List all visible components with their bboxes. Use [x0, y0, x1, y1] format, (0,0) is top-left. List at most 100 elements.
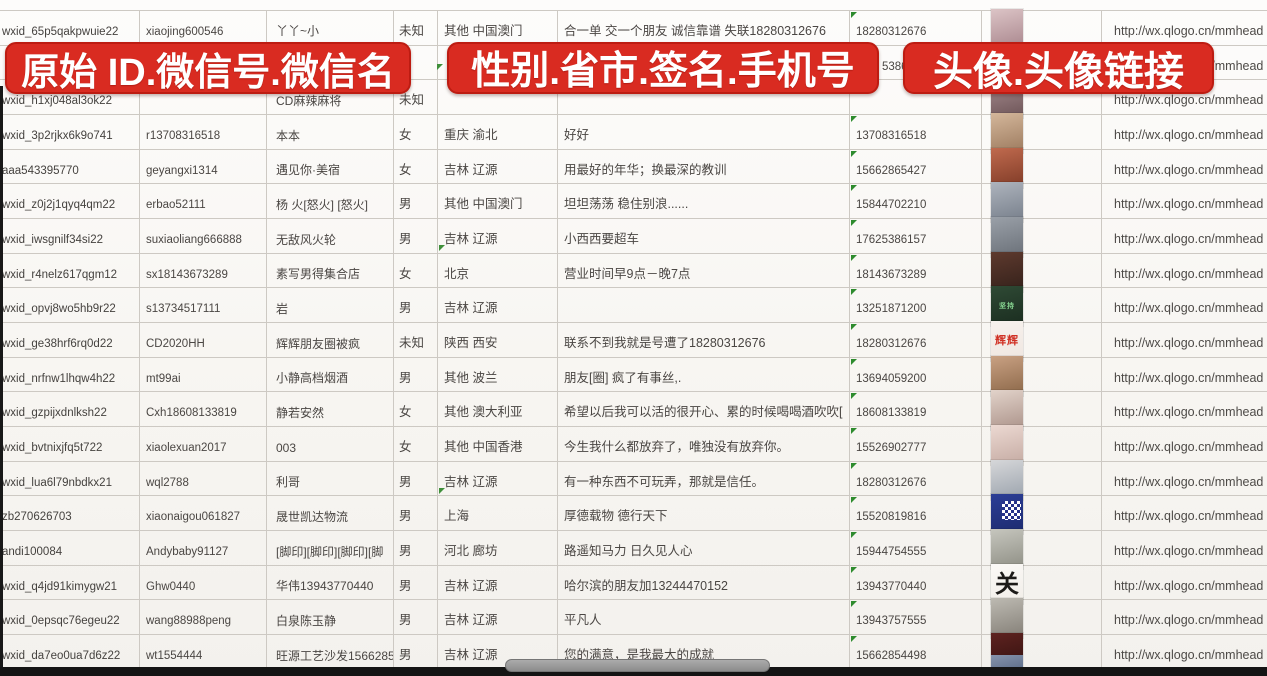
cell-avatar[interactable] [982, 147, 1102, 188]
cell-signature[interactable]: 用最好的年华；换最深的教训 [558, 149, 850, 184]
cell-region[interactable]: 吉林 辽源 [438, 600, 558, 635]
cell-wechat-name[interactable]: 无敌风火轮 [267, 219, 394, 253]
cell-phone[interactable]: 15844702210 [850, 184, 982, 219]
cell-wechat-account[interactable]: xiaolexuan2017 [140, 427, 267, 461]
cell-signature[interactable]: 希望以后我可以活的很开心、累的时候喝喝酒吹吹[ [558, 392, 850, 427]
cell-region[interactable]: 吉林 辽源 [438, 219, 558, 253]
cell-avatar-url[interactable]: http://wx.qlogo.cn/mmhead [1102, 115, 1267, 149]
cell-original-id[interactable]: aaa543395770 [0, 149, 140, 184]
cell-avatar-url[interactable]: http://wx.qlogo.cn/mmhead [1102, 11, 1267, 45]
cell-wechat-name[interactable]: 华伟13943770440 [267, 565, 394, 600]
cell-region[interactable]: 重庆 渝北 [438, 115, 558, 149]
cell-wechat-name[interactable]: 003 [267, 427, 394, 461]
cell-wechat-name[interactable]: 素写男得集合店 [267, 253, 394, 288]
cell-original-id[interactable]: wxid_0epsqc76egeu22 [0, 600, 140, 635]
cell-avatar[interactable]: 坚持 [982, 286, 1102, 327]
cell-wechat-account[interactable]: Cxh18608133819 [140, 392, 267, 427]
cell-region[interactable]: 陕西 西安 [438, 323, 558, 357]
cell-wechat-account[interactable]: wt1554444 [140, 635, 267, 669]
cell-avatar-url[interactable]: http://wx.qlogo.cn/mmhead [1102, 184, 1267, 218]
cell-avatar[interactable] [982, 113, 1102, 154]
cell-avatar[interactable] [982, 251, 1102, 292]
cell-gender[interactable]: 男 [394, 219, 438, 253]
cell-avatar[interactable] [982, 529, 1102, 570]
cell-original-id[interactable]: zb270626703 [0, 496, 140, 531]
cell-wechat-account[interactable]: suxiaoliang666888 [140, 219, 267, 253]
cell-wechat-account[interactable]: geyangxi1314 [140, 149, 267, 184]
cell-avatar-url[interactable]: http://wx.qlogo.cn/mmhead [1102, 462, 1267, 496]
cell-original-id[interactable]: wxid_nrfnw1lhqw4h22 [0, 357, 140, 392]
cell-region[interactable]: 其他 澳大利亚 [438, 392, 558, 427]
cell-wechat-name[interactable]: 小静高档烟酒 [267, 357, 394, 392]
cell-signature[interactable]: 合一单 交一个朋友 诚信靠谱 失联18280312676 [558, 11, 850, 45]
cell-signature[interactable]: 平凡人 [558, 600, 850, 635]
cell-region[interactable]: 其他 中国香港 [438, 427, 558, 461]
cell-original-id[interactable]: wxid_iwsgnilf34si22 [0, 219, 140, 253]
cell-phone[interactable]: 13943770440 [850, 565, 982, 600]
cell-gender[interactable]: 女 [394, 115, 438, 149]
cell-gender[interactable]: 女 [394, 392, 438, 427]
cell-signature[interactable]: 路遥知马力 日久见人心 [558, 531, 850, 565]
cell-gender[interactable]: 未知 [394, 323, 438, 357]
cell-wechat-account[interactable]: s13734517111 [140, 288, 267, 323]
cell-wechat-account[interactable]: mt99ai [140, 357, 267, 392]
cell-original-id[interactable]: wxid_r4nelz617qgm12 [0, 253, 140, 288]
cell-signature[interactable]: 朋友[圈] 疯了有事丝,. [558, 357, 850, 392]
cell-original-id[interactable]: wxid_da7eo0ua7d6z22 [0, 635, 140, 669]
cell-region[interactable]: 吉林 辽源 [438, 565, 558, 600]
cell-phone[interactable]: 15520819816 [850, 496, 982, 531]
cell-wechat-name[interactable]: 丫丫~小 [267, 11, 394, 45]
cell-original-id[interactable]: wxid_lua6l79nbdkx21 [0, 461, 140, 496]
cell-wechat-account[interactable]: xiaonaigou061827 [140, 496, 267, 531]
cell-wechat-name[interactable]: 晟世凯达物流 [267, 496, 394, 531]
cell-gender[interactable]: 女 [394, 149, 438, 184]
cell-avatar-url[interactable]: http://wx.qlogo.cn/mmhead [1102, 219, 1267, 253]
cell-wechat-name[interactable]: 辉辉朋友圈被疯 [267, 323, 394, 357]
cell-signature[interactable]: 坦坦荡荡 稳住别浪...... [558, 184, 850, 219]
cell-phone[interactable]: 18280312676 [850, 461, 982, 496]
cell-phone[interactable]: 18143673289 [850, 253, 982, 288]
cell-avatar[interactable] [982, 355, 1102, 396]
cell-gender[interactable]: 男 [394, 357, 438, 392]
cell-signature[interactable] [558, 80, 850, 115]
cell-avatar-url[interactable]: http://wx.qlogo.cn/mmhead [1102, 496, 1267, 530]
cell-region[interactable]: 上海 [438, 496, 558, 531]
cell-avatar-url[interactable]: http://wx.qlogo.cn/mmhead [1102, 150, 1267, 184]
cell-gender[interactable]: 女 [394, 253, 438, 288]
cell-phone[interactable]: 18608133819 [850, 392, 982, 427]
cell-original-id[interactable]: wxid_q4jd91kimygw21 [0, 565, 140, 600]
cell-region[interactable]: 吉林 辽源 [438, 635, 558, 669]
cell-wechat-name[interactable]: 旺源工艺沙发15662854 [267, 635, 394, 669]
cell-wechat-name[interactable]: 静若安然 [267, 392, 394, 427]
cell-avatar[interactable] [982, 494, 1102, 535]
cell-original-id[interactable]: wxid_z0j2j1qyq4qm22 [0, 184, 140, 219]
cell-original-id[interactable]: wxid_ge38hrf6rq0d22 [0, 323, 140, 357]
cell-wechat-name[interactable]: 遇见你·美宿 [267, 149, 394, 184]
cell-wechat-account[interactable] [140, 80, 267, 115]
cell-region[interactable]: 河北 廊坊 [438, 531, 558, 565]
cell-avatar-url[interactable]: http://wx.qlogo.cn/mmhead [1102, 600, 1267, 634]
cell-wechat-name[interactable]: 白泉陈玉静 [267, 600, 394, 635]
cell-original-id[interactable]: wxid_gzpijxdnlksh22 [0, 392, 140, 427]
cell-avatar[interactable] [982, 217, 1102, 258]
cell-region[interactable]: 吉林 辽源 [438, 149, 558, 184]
cell-gender[interactable]: 男 [394, 635, 438, 669]
cell-signature[interactable]: 小西西要超车 [558, 219, 850, 253]
cell-gender[interactable]: 未知 [394, 80, 438, 115]
cell-original-id[interactable]: wxid_opvj8wo5hb9r22 [0, 288, 140, 323]
cell-wechat-name[interactable]: 利哥 [267, 461, 394, 496]
cell-wechat-account[interactable]: sx18143673289 [140, 253, 267, 288]
cell-gender[interactable]: 男 [394, 288, 438, 323]
cell-region[interactable]: 吉林 辽源 [438, 461, 558, 496]
cell-signature[interactable]: 营业时间早9点－晚7点 [558, 253, 850, 288]
cell-original-id[interactable]: andi100084 [0, 531, 140, 565]
cell-phone[interactable]: 13708316518 [850, 115, 982, 149]
cell-phone[interactable]: 15662854498 [850, 635, 982, 669]
cell-region[interactable]: 北京 [438, 253, 558, 288]
cell-gender[interactable]: 男 [394, 461, 438, 496]
cell-gender[interactable]: 男 [394, 565, 438, 600]
cell-avatar-url[interactable]: http://wx.qlogo.cn/mmhead [1102, 358, 1267, 392]
cell-phone[interactable]: 15662865427 [850, 149, 982, 184]
cell-signature[interactable]: 有一种东西不可玩弄，那就是信任。 [558, 461, 850, 496]
cell-avatar[interactable]: 关 [982, 563, 1102, 604]
